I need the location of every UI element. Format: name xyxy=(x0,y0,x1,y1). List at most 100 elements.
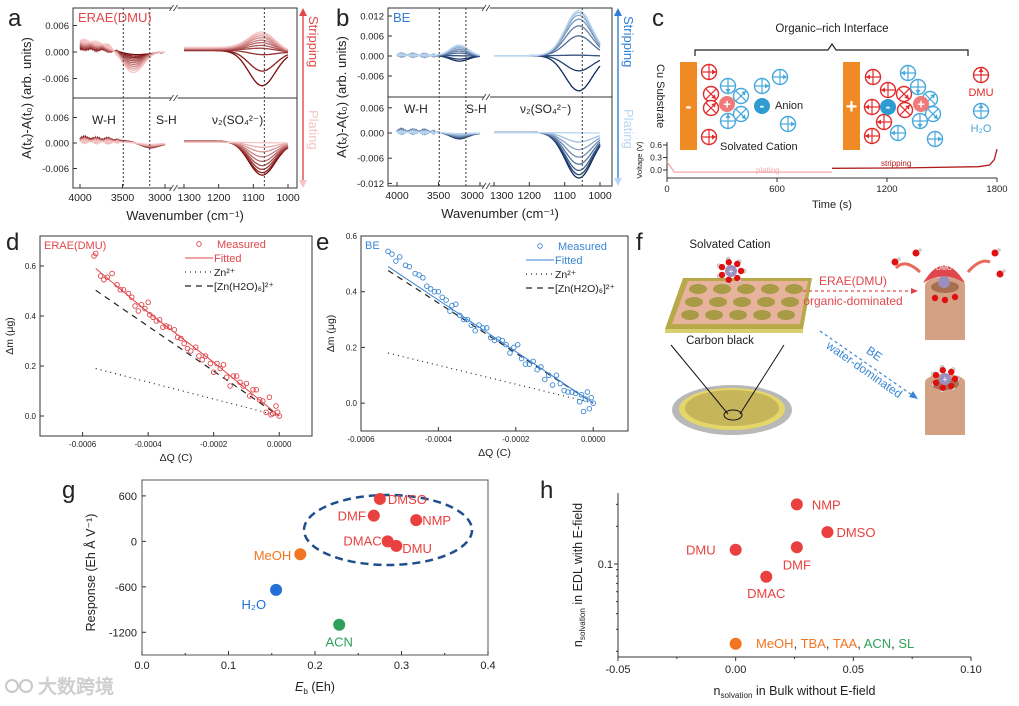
positive-electrode xyxy=(843,62,860,150)
legend-measured-label: Measured xyxy=(558,241,607,253)
measured-point xyxy=(260,398,266,404)
molecule-axis xyxy=(735,108,747,120)
measured-point xyxy=(416,272,422,278)
measured-point xyxy=(132,303,138,309)
anion-icon xyxy=(754,98,770,114)
dmu-legend-label: DMU xyxy=(968,87,993,99)
dmu-legend-icon xyxy=(972,66,990,84)
zoom-line xyxy=(739,344,785,415)
y-tick-label: 0.0 xyxy=(25,412,37,421)
x-tick-label: 0.4 xyxy=(480,660,495,672)
measured-point xyxy=(233,373,240,379)
stripping-curve xyxy=(79,37,165,74)
water-molecule-icon xyxy=(732,87,750,105)
dipole-arrow-icon xyxy=(725,114,731,118)
data-point xyxy=(790,541,803,554)
measured-point xyxy=(187,348,194,354)
x-tick-label: 0.0000 xyxy=(581,435,606,444)
point-label: NMP xyxy=(812,497,841,512)
cation-sign: + xyxy=(917,97,925,112)
dipole-arrow-icon xyxy=(891,130,895,136)
fitted-line xyxy=(95,268,280,417)
measured-point xyxy=(526,361,533,367)
mesh-hole xyxy=(709,297,727,307)
data-point xyxy=(367,509,380,522)
hydrogen-atom xyxy=(1002,269,1006,273)
x-tick-label: 1000 xyxy=(276,192,300,204)
y-tick-label: 0.000 xyxy=(360,129,384,140)
label-subscript: solvation xyxy=(578,608,587,640)
y-axis-label: Δm (μg) xyxy=(325,315,337,353)
oxygen-atom xyxy=(931,294,939,302)
dmu-molecule-icon xyxy=(864,68,882,86)
stripping-curve xyxy=(494,9,601,57)
zinc-ion-icon xyxy=(939,373,951,385)
measured-point xyxy=(499,337,505,344)
measured-point xyxy=(553,372,560,379)
measured-point xyxy=(511,344,517,351)
oxygen-atom xyxy=(734,260,741,268)
water-molecule-icon xyxy=(753,77,771,95)
measured-point xyxy=(269,410,276,417)
plus-sign: + xyxy=(846,96,858,118)
dipole-arrow-icon xyxy=(725,89,731,93)
measured-point xyxy=(393,258,399,264)
mesh-hole xyxy=(781,297,799,307)
axis-break-mark xyxy=(169,94,174,102)
measured-point xyxy=(196,353,202,359)
measured-point xyxy=(487,334,494,341)
measured-point xyxy=(582,396,589,402)
x-tick-label: 0.0000 xyxy=(267,440,292,449)
arrow-head-down-icon xyxy=(299,180,307,188)
x-axis-label: Eb (Eh) xyxy=(295,680,335,696)
dipole-arrow-icon xyxy=(712,134,716,140)
measured-point xyxy=(590,400,596,406)
group-label-item: , xyxy=(826,636,833,651)
mesh-hole xyxy=(681,310,699,320)
x-tick-label: 0.0 xyxy=(134,660,149,672)
mesh-hole xyxy=(733,297,751,307)
x-tick-label: 1000 xyxy=(588,190,612,202)
panel-letter-g: g xyxy=(62,477,75,504)
annotation-s-h: S-H xyxy=(466,102,487,116)
oxygen-atom xyxy=(932,371,940,379)
point-label: DMF xyxy=(338,509,366,524)
measured-point xyxy=(156,317,163,323)
measured-point xyxy=(214,360,220,367)
oxygen-atom xyxy=(718,271,726,279)
plus-glyph: + xyxy=(942,375,947,385)
mesh-hole xyxy=(713,284,731,294)
axis-break-mark xyxy=(485,182,491,190)
zinc-ion-icon xyxy=(725,265,737,277)
water-molecule-icon xyxy=(926,130,944,148)
anion-icon xyxy=(880,99,896,115)
measured-point xyxy=(217,365,223,372)
group-label-item: , xyxy=(857,636,864,651)
y-tick-label: 0.000 xyxy=(360,52,384,63)
y-tick-label: 0.006 xyxy=(360,103,384,114)
hydrogen-atom xyxy=(918,248,922,252)
x-tick-label: 1200 xyxy=(207,192,231,204)
measured-point xyxy=(125,290,132,297)
x-axis-label: ΔQ (C) xyxy=(160,452,193,464)
panel-letter-c: c xyxy=(652,5,664,32)
measured-point xyxy=(578,392,585,398)
measured-point xyxy=(230,373,237,379)
point-label: NMP xyxy=(422,513,451,528)
oxygen-atom xyxy=(941,296,949,304)
measured-point xyxy=(427,286,434,292)
measured-point xyxy=(97,273,104,279)
water-legend-icon xyxy=(972,102,990,120)
dmu-molecule-icon xyxy=(896,101,914,119)
zn-reference-line xyxy=(95,367,280,417)
plating-label: Plating xyxy=(306,110,321,150)
legend-zn-label: Zn²⁺ xyxy=(555,269,576,281)
measured-point xyxy=(507,350,513,356)
point-label: DMSO xyxy=(388,492,427,507)
y-tick-label: 0.4 xyxy=(25,312,37,321)
molecule-axis xyxy=(898,88,910,100)
dipole-arrow-icon xyxy=(791,121,795,127)
panel-letter-a: a xyxy=(8,5,22,32)
label-rest: in EDL with E-field xyxy=(571,503,585,608)
x-axis-label: Time (s) xyxy=(812,199,852,211)
